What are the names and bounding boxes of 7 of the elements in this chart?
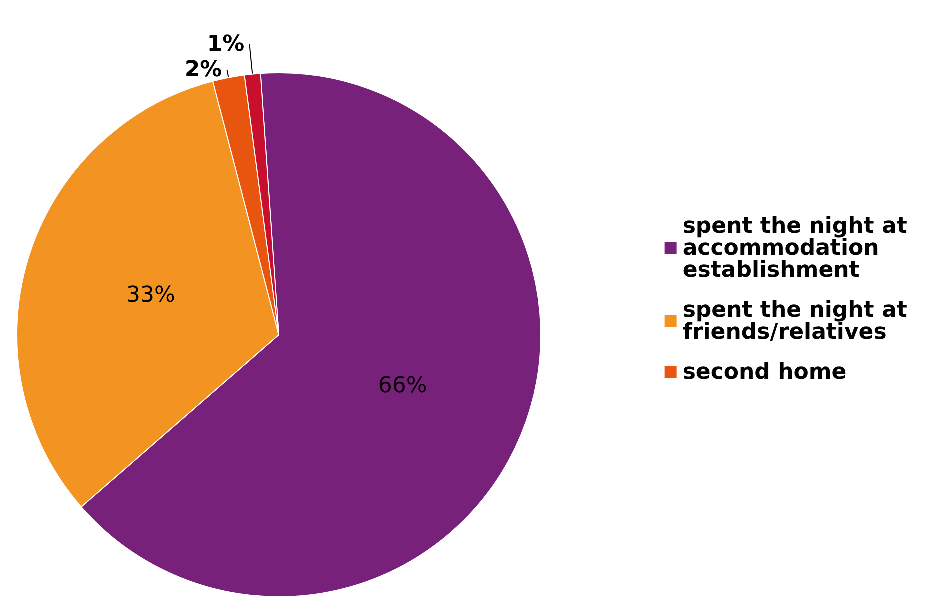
legend-label: spent the night at accommodation establishment (682, 214, 915, 283)
data-label: 1% (207, 32, 245, 57)
data-label: 66% (378, 374, 428, 399)
legend-label: second home (682, 360, 847, 385)
data-label: 2% (184, 58, 222, 83)
legend-label: spent the night at friends/relatives (682, 298, 915, 345)
data-label: 33% (126, 282, 176, 308)
